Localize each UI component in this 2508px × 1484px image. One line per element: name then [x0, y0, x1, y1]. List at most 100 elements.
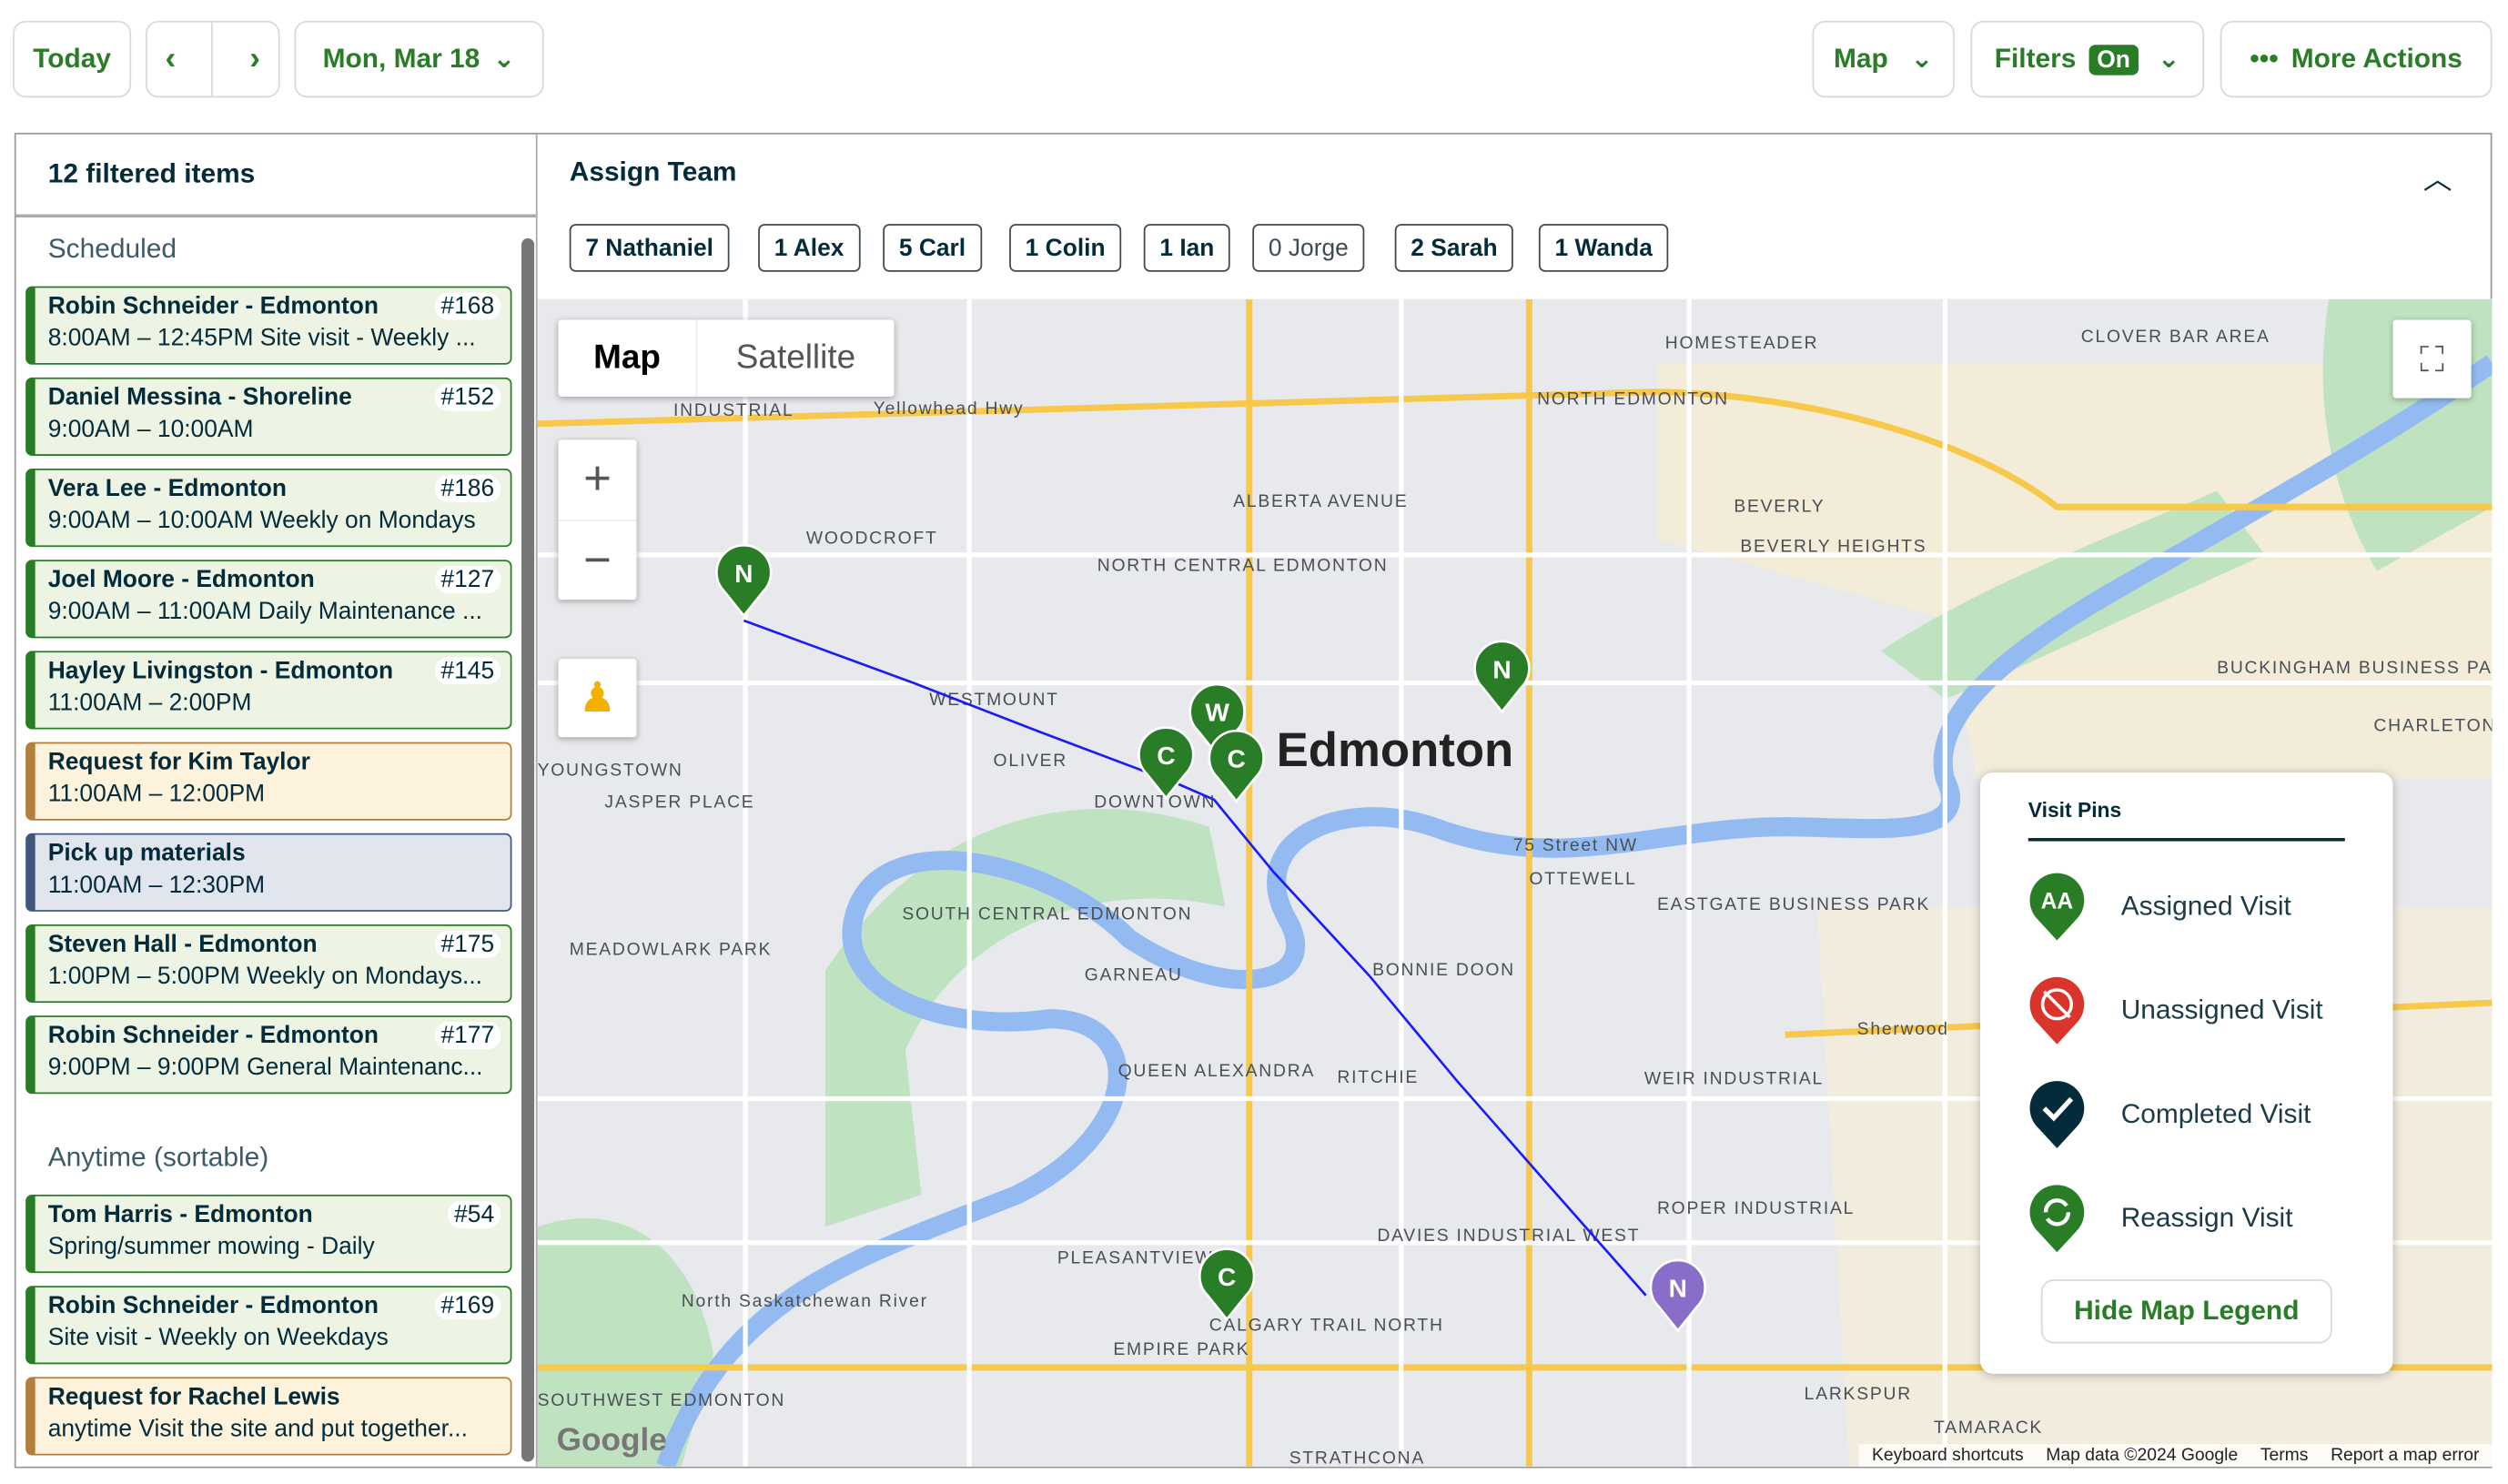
map-label: WEIR INDUSTRIAL	[1644, 1070, 1824, 1089]
more-actions-button[interactable]: ••• More Actions	[2220, 20, 2493, 98]
list-item[interactable]: Steven Hall - Edmonton #175 1:00PM – 5:00P…	[25, 924, 512, 1004]
map-label: RITCHIE	[1337, 1068, 1419, 1087]
map-label: GARNEAU	[1085, 965, 1183, 984]
list-item[interactable]: Request for Rachel Lewis anytime Visit th…	[25, 1377, 512, 1456]
map[interactable]: INDUSTRIAL WOODCROFT NORTH CENTRAL EDMONTO…	[537, 298, 2493, 1467]
map-type-satellite[interactable]: Satellite	[695, 319, 895, 397]
visit-pin[interactable]: N	[1649, 1258, 1707, 1333]
map-label: DAVIES INDUSTRIAL WEST	[1377, 1227, 1640, 1246]
list-count: 12 filtered items	[47, 158, 256, 189]
unassigned-pin-icon	[2029, 976, 2085, 1045]
svg-text:W: W	[1205, 699, 1229, 727]
fullscreen-icon[interactable]: ⛶	[2392, 319, 2472, 399]
map-label: CHARLETON HEIGHTS	[2373, 716, 2492, 735]
list-item[interactable]: Request for Kim Taylor 11:00AM – 12:00PM	[25, 742, 512, 821]
keyboard-shortcuts-link[interactable]: Keyboard shortcuts	[1872, 1445, 2024, 1466]
team-chip[interactable]: 5 Carl	[883, 224, 982, 272]
list-item[interactable]: Joel Moore - Edmonton #127 9:00AM – 11:00A…	[25, 560, 512, 639]
zoom-out-button[interactable]: −	[558, 520, 637, 601]
view-label: Map	[1833, 43, 1888, 74]
more-actions-label: More Actions	[2291, 43, 2462, 74]
report-error-link[interactable]: Report a map error	[2331, 1445, 2480, 1466]
map-label: 75 Street NW	[1513, 836, 1638, 855]
team-chip[interactable]: 7 Nathaniel	[569, 224, 730, 272]
team-chip[interactable]: 1 Wanda	[1538, 224, 1669, 272]
team-chip[interactable]: 1 Ian	[1143, 224, 1231, 272]
list-item[interactable]: Vera Lee - Edmonton #186 9:00AM – 10:00AM …	[25, 469, 512, 548]
list-item[interactable]: Robin Schneider - Edmonton #168 8:00AM – 1…	[25, 286, 512, 365]
ellipsis-icon: •••	[2250, 43, 2279, 74]
team-chip[interactable]: 0 Jorge	[1252, 224, 1365, 272]
item-title: Hayley Livingston - Edmonton	[47, 657, 394, 685]
map-data-text: Map data ©2024 Google	[2046, 1445, 2239, 1466]
map-label: TAMARACK	[1934, 1418, 2043, 1438]
visit-pin[interactable]: C	[1198, 1247, 1256, 1322]
filtered-list: 12 filtered items Scheduled Robin Schnei…	[15, 134, 538, 1467]
list-scrollbar[interactable]	[521, 237, 535, 1462]
item-title: Robin Schneider - Edmonton	[47, 1022, 379, 1050]
team-chip[interactable]: 2 Sarah	[1394, 224, 1514, 272]
item-title: Pick up materials	[47, 839, 246, 867]
item-subtitle: 9:00AM – 11:00AM Daily Maintenance ...	[47, 598, 483, 626]
prev-day-button[interactable]: ‹	[165, 40, 177, 76]
view-select[interactable]: Map ⌄	[1812, 20, 1955, 98]
map-label: EMPIRE PARK	[1113, 1340, 1249, 1359]
item-number: #168	[434, 292, 501, 320]
list-item[interactable]: Tom Harris - Edmonton #54 Spring/summer mo…	[25, 1195, 512, 1274]
list-item[interactable]: Robin Schneider - Edmonton #169 Site visit…	[25, 1286, 512, 1365]
next-day-button[interactable]: ›	[249, 40, 260, 76]
map-label: WOODCROFT	[806, 530, 938, 549]
map-type-map[interactable]: Map	[593, 338, 661, 377]
team-chip[interactable]: 1 Alex	[758, 224, 861, 272]
map-label: BONNIE DOON	[1372, 961, 1515, 980]
map-label: HOMESTEADER	[1665, 334, 1819, 353]
item-subtitle: 11:00AM – 2:00PM	[47, 689, 252, 717]
visit-pin[interactable]: C	[1208, 729, 1265, 803]
legend-unassigned: Unassigned Visit	[2028, 975, 2323, 1045]
item-title: Vera Lee - Edmonton	[47, 475, 287, 502]
hide-map-legend-button[interactable]: Hide Map Legend	[2040, 1279, 2332, 1344]
map-label: DOWNTOWN	[1094, 793, 1216, 813]
map-label: NORTH CENTRAL EDMONTON	[1097, 556, 1389, 575]
item-number: #175	[434, 930, 501, 958]
visit-pin[interactable]: N	[715, 544, 773, 618]
map-label: EASTGATE BUSINESS PARK	[1657, 895, 1930, 914]
river	[656, 355, 2493, 1467]
visit-pin[interactable]: N	[1473, 640, 1531, 714]
svg-text:N: N	[1492, 655, 1511, 683]
item-subtitle: 11:00AM – 12:00PM	[47, 780, 266, 808]
item-subtitle: 1:00PM – 5:00PM Weekly on Mondays...	[47, 963, 483, 991]
zoom-in-button[interactable]: +	[583, 452, 612, 506]
map-label: SOUTH CENTRAL EDMONTON	[902, 905, 1192, 924]
list-item[interactable]: Hayley Livingston - Edmonton #145 11:00AM …	[25, 651, 512, 730]
item-subtitle: 9:00AM – 10:00AM Weekly on Mondays	[47, 507, 476, 535]
street-view-pegman-icon[interactable]: ♟	[558, 659, 637, 738]
zoom-control: + −	[558, 439, 637, 601]
legend-label: Assigned Visit	[2120, 891, 2291, 922]
list-item[interactable]: Daniel Messina - Shoreline #152 9:00AM – 1…	[25, 377, 512, 456]
item-title: Joel Moore - Edmonton	[47, 566, 315, 594]
map-label: North Saskatchewan River	[682, 1292, 928, 1311]
svg-text:C: C	[1228, 745, 1246, 773]
item-number: #54	[448, 1201, 501, 1228]
list-item[interactable]: Robin Schneider - Edmonton #177 9:00PM – 9…	[25, 1015, 512, 1095]
collapse-chevron-icon[interactable]: ︿	[2422, 163, 2452, 196]
item-number: #127	[434, 566, 501, 594]
map-label: CLOVER BAR AREA	[2081, 328, 2270, 347]
legend-assigned: AA Assigned Visit	[2028, 872, 2291, 942]
date-nav: ‹ ›	[145, 20, 280, 98]
item-subtitle: 9:00PM – 9:00PM General Maintenanc...	[47, 1054, 483, 1082]
date-picker[interactable]: Mon, Mar 18 ⌄	[294, 20, 544, 98]
map-label: WESTMOUNT	[929, 691, 1059, 710]
item-number: #145	[434, 657, 501, 685]
today-button[interactable]: Today	[13, 20, 132, 98]
date-label: Mon, Mar 18	[322, 43, 480, 74]
chevron-down-icon: ⌄	[1910, 43, 1934, 74]
filters-button[interactable]: Filters On ⌄	[1970, 20, 2205, 98]
assign-team-title: Assign Team	[569, 156, 737, 187]
terms-link[interactable]: Terms	[2260, 1445, 2309, 1466]
visit-pin[interactable]: C	[1138, 726, 1195, 801]
team-chip[interactable]: 1 Colin	[1009, 224, 1122, 272]
list-item[interactable]: Pick up materials 11:00AM – 12:30PM	[25, 833, 512, 912]
city-label: Edmonton	[1277, 723, 1514, 777]
